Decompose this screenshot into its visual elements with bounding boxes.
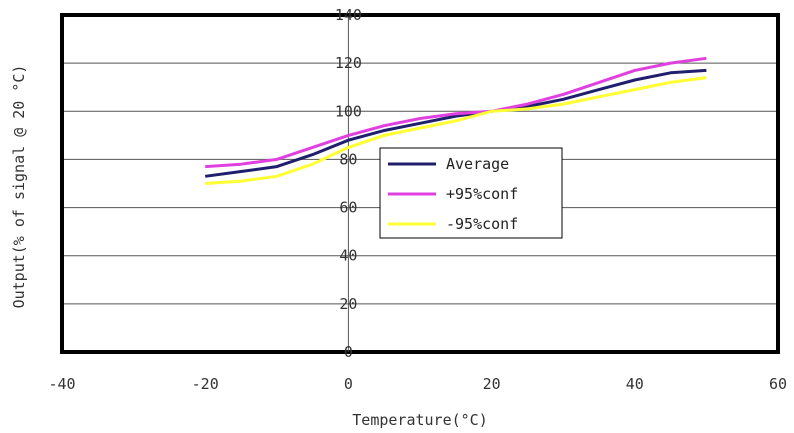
y-tick-label: 140 (335, 6, 362, 24)
legend: Average +95%conf -95%conf (379, 147, 563, 239)
x-tick-label: 60 (769, 375, 787, 393)
plot-frame (60, 13, 780, 354)
x-tick-label: 0 (344, 375, 353, 393)
y-tick-label: 80 (339, 150, 357, 168)
y-tick-label: 40 (339, 247, 357, 265)
x-axis-label: Temperature(°C) (352, 411, 487, 429)
series-line (205, 76, 707, 185)
x-tick-labels: -40 -20 0 20 40 60 (48, 375, 787, 393)
y-tick-label: 120 (335, 54, 362, 72)
y-tick-label: 60 (339, 199, 357, 217)
legend-entry: Average (446, 155, 509, 173)
x-tick-label: -20 (192, 375, 219, 393)
x-tick-label: -40 (48, 375, 75, 393)
y-tick-label: 20 (339, 295, 357, 313)
x-tick-label: 20 (483, 375, 501, 393)
series-lines (205, 56, 707, 185)
y-tick-label: 0 (344, 343, 353, 361)
legend-entry: -95%conf (446, 215, 518, 233)
y-axis-label: Output(% of signal @ 20 °C) (10, 65, 28, 309)
legend-entry: +95%conf (446, 185, 518, 203)
y-tick-label: 100 (335, 102, 362, 120)
series-line (205, 56, 707, 169)
x-tick-label: 40 (626, 375, 644, 393)
y-tick-labels: 0 20 40 60 80 100 120 140 (335, 6, 362, 361)
series-line (205, 68, 707, 178)
